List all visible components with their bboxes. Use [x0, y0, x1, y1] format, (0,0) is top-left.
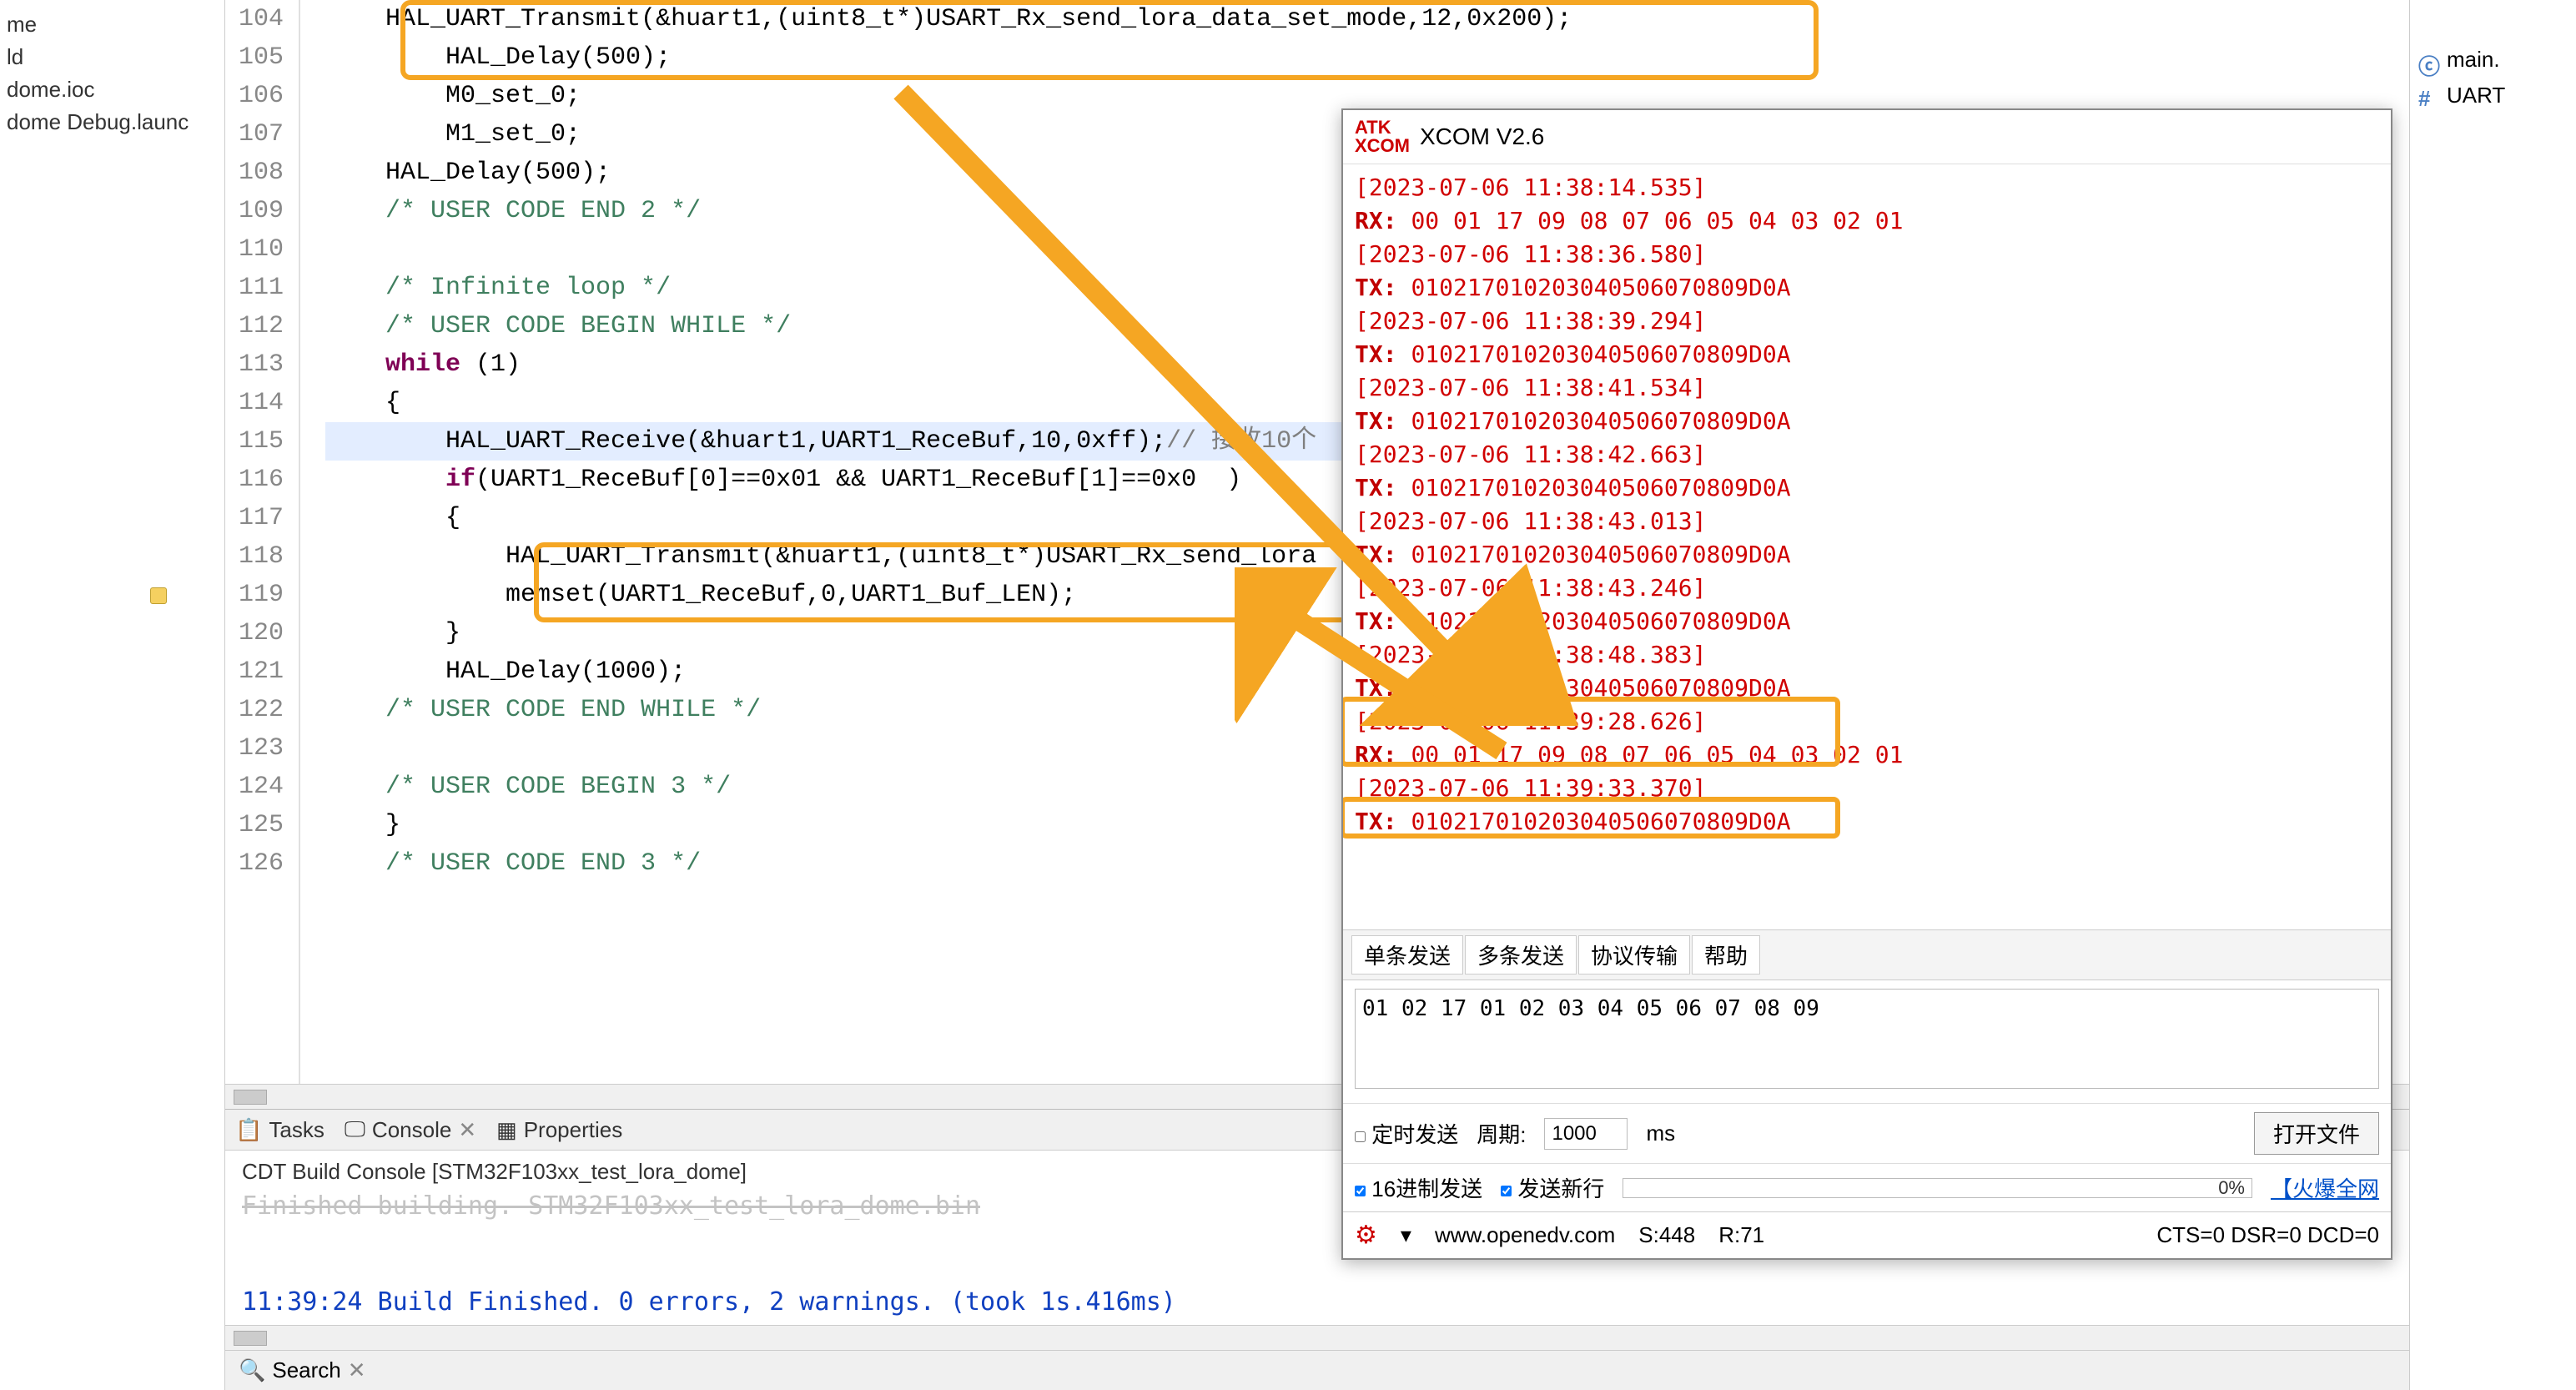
console-h-scrollbar[interactable]: [225, 1325, 2409, 1350]
tab-properties[interactable]: ▦ Properties: [496, 1117, 622, 1143]
log-line: TX: 010217010203040506070809D0A: [1355, 471, 2379, 505]
tab-console[interactable]: 🖵 Console ✕: [345, 1116, 476, 1143]
status-url[interactable]: www.openedv.com: [1435, 1222, 1615, 1248]
sidebar-item[interactable]: me: [7, 8, 218, 41]
log-line: [2023-07-06 11:38:43.013]: [1355, 505, 2379, 538]
unit-label: ms: [1646, 1121, 1675, 1146]
hot-link[interactable]: 【火爆全网: [2271, 1172, 2379, 1203]
tab-label: Properties: [524, 1117, 623, 1143]
log-line: [2023-07-06 11:38:43.246]: [1355, 572, 2379, 605]
label: 16进制发送: [1371, 1176, 1482, 1201]
window-title: XCOM V2.6: [1420, 123, 1544, 150]
log-line: TX: 010217010203040506070809D0A: [1355, 405, 2379, 438]
open-file-button[interactable]: 打开文件: [2254, 1112, 2379, 1155]
h-file-icon: #: [2418, 86, 2438, 106]
xcom-logo-icon: ATKXCOM: [1355, 118, 1410, 155]
xcom-tab-single[interactable]: 单条发送: [1351, 935, 1463, 975]
xcom-log-area[interactable]: [2023-07-06 11:38:14.535]RX: 00 01 17 09…: [1343, 164, 2391, 929]
status-sent: S:448: [1638, 1222, 1695, 1248]
close-icon[interactable]: ✕: [458, 1117, 476, 1143]
search-bar[interactable]: 🔍 Search ✕: [225, 1350, 2409, 1390]
gear-icon[interactable]: ⚙: [1355, 1221, 1377, 1250]
scroll-thumb[interactable]: [234, 1331, 267, 1346]
sidebar-item[interactable]: ld: [7, 41, 218, 73]
xcom-options-row1: 定时发送 周期: ms 打开文件: [1343, 1103, 2391, 1163]
log-line: RX: 00 01 17 09 08 07 06 05 04 03 02 01: [1355, 738, 2379, 772]
console-line: 11:39:24 Build Finished. 0 errors, 2 war…: [242, 1287, 2392, 1317]
newline-checkbox[interactable]: 发送新行: [1501, 1172, 1604, 1203]
xcom-statusbar: ⚙ ▾ www.openedv.com S:448 R:71 CTS=0 DSR…: [1343, 1211, 2391, 1258]
scroll-thumb[interactable]: [234, 1090, 267, 1105]
c-file-icon: ⓒ: [2418, 50, 2438, 70]
outline-sidebar[interactable]: ⓒ main. # UART: [2409, 0, 2576, 1390]
log-line: RX: 00 01 17 09 08 07 06 05 04 03 02 01: [1355, 204, 2379, 238]
close-icon[interactable]: ✕: [348, 1357, 366, 1383]
xcom-options-row2: 16进制发送 发送新行 0% 【火爆全网: [1343, 1163, 2391, 1211]
status-cts: CTS=0 DSR=0 DCD=0: [2156, 1222, 2379, 1248]
period-label: 周期:: [1477, 1118, 1526, 1149]
progress-value: 0%: [2218, 1177, 2245, 1199]
log-line: TX: 010217010203040506070809D0A: [1355, 672, 2379, 705]
sidebar-item[interactable]: dome.ioc: [7, 73, 218, 106]
label: 发送新行: [1517, 1176, 1604, 1201]
dropdown-icon[interactable]: ▾: [1401, 1222, 1411, 1248]
log-line: TX: 010217010203040506070809D0A: [1355, 271, 2379, 305]
xcom-tab-protocol[interactable]: 协议传输: [1578, 935, 1690, 975]
outline-item[interactable]: # UART: [2418, 78, 2568, 113]
log-line: [2023-07-06 11:38:41.534]: [1355, 371, 2379, 405]
warning-icon: [150, 587, 167, 604]
log-line: TX: 010217010203040506070809D0A: [1355, 338, 2379, 371]
sidebar-item[interactable]: dome Debug.launc: [7, 106, 218, 138]
log-line: TX: 010217010203040506070809D0A: [1355, 805, 2379, 839]
xcom-send-area: [1343, 980, 2391, 1103]
project-explorer[interactable]: me ld dome.ioc dome Debug.launc: [0, 0, 225, 1390]
line-gutter: 1041051061071081091101111121131141151161…: [225, 0, 300, 1084]
log-line: [2023-07-06 11:38:39.294]: [1355, 305, 2379, 338]
xcom-tab-multi[interactable]: 多条发送: [1465, 935, 1577, 975]
send-textarea[interactable]: [1355, 989, 2379, 1089]
tasks-icon: 📋: [235, 1117, 262, 1143]
properties-icon: ▦: [496, 1117, 517, 1143]
label: 定时发送: [1371, 1122, 1458, 1147]
hex-send-checkbox[interactable]: 16进制发送: [1355, 1172, 1482, 1203]
log-line: TX: 010217010203040506070809D0A: [1355, 538, 2379, 572]
search-icon: 🔍: [239, 1357, 265, 1383]
xcom-titlebar[interactable]: ATKXCOM XCOM V2.6: [1343, 110, 2391, 164]
progress-bar: 0%: [1623, 1178, 2252, 1198]
status-recv: R:71: [1718, 1222, 1764, 1248]
timed-send-checkbox[interactable]: 定时发送: [1355, 1118, 1458, 1149]
log-line: [2023-07-06 11:38:42.663]: [1355, 438, 2379, 471]
console-icon: 🖵: [345, 1116, 365, 1143]
tab-label: Console: [372, 1117, 451, 1143]
outline-item[interactable]: ⓒ main.: [2418, 42, 2568, 78]
log-line: [2023-07-06 11:38:36.580]: [1355, 238, 2379, 271]
log-line: [2023-07-06 11:38:48.383]: [1355, 638, 2379, 672]
outline-label: UART: [2447, 83, 2505, 108]
log-line: [2023-07-06 11:38:14.535]: [1355, 171, 2379, 204]
log-line: [2023-07-06 11:39:28.626]: [1355, 705, 2379, 738]
log-line: TX: 010217010203040506070809D0A: [1355, 605, 2379, 638]
search-label: Search: [272, 1357, 340, 1383]
tab-label: Tasks: [269, 1117, 324, 1143]
xcom-tab-help[interactable]: 帮助: [1692, 935, 1760, 975]
tab-tasks[interactable]: 📋 Tasks: [235, 1117, 325, 1143]
xcom-tabs: 单条发送 多条发送 协议传输 帮助: [1343, 929, 2391, 980]
period-input[interactable]: [1544, 1118, 1628, 1150]
log-line: [2023-07-06 11:39:33.370]: [1355, 772, 2379, 805]
outline-label: main.: [2447, 47, 2500, 73]
xcom-window[interactable]: ATKXCOM XCOM V2.6 [2023-07-06 11:38:14.5…: [1341, 108, 2392, 1260]
